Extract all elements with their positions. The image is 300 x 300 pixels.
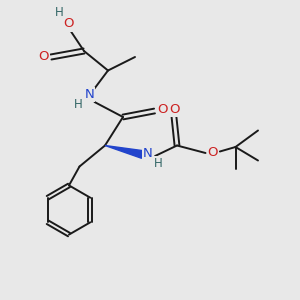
Text: O: O: [157, 103, 167, 116]
Text: N: N: [85, 88, 94, 101]
Text: H: H: [74, 98, 82, 111]
Text: O: O: [169, 103, 180, 116]
Text: H: H: [154, 157, 163, 170]
Text: H: H: [55, 6, 64, 20]
Text: O: O: [64, 17, 74, 31]
Polygon shape: [105, 146, 143, 158]
Text: O: O: [38, 50, 49, 64]
Text: O: O: [208, 146, 218, 160]
Text: N: N: [143, 146, 153, 160]
